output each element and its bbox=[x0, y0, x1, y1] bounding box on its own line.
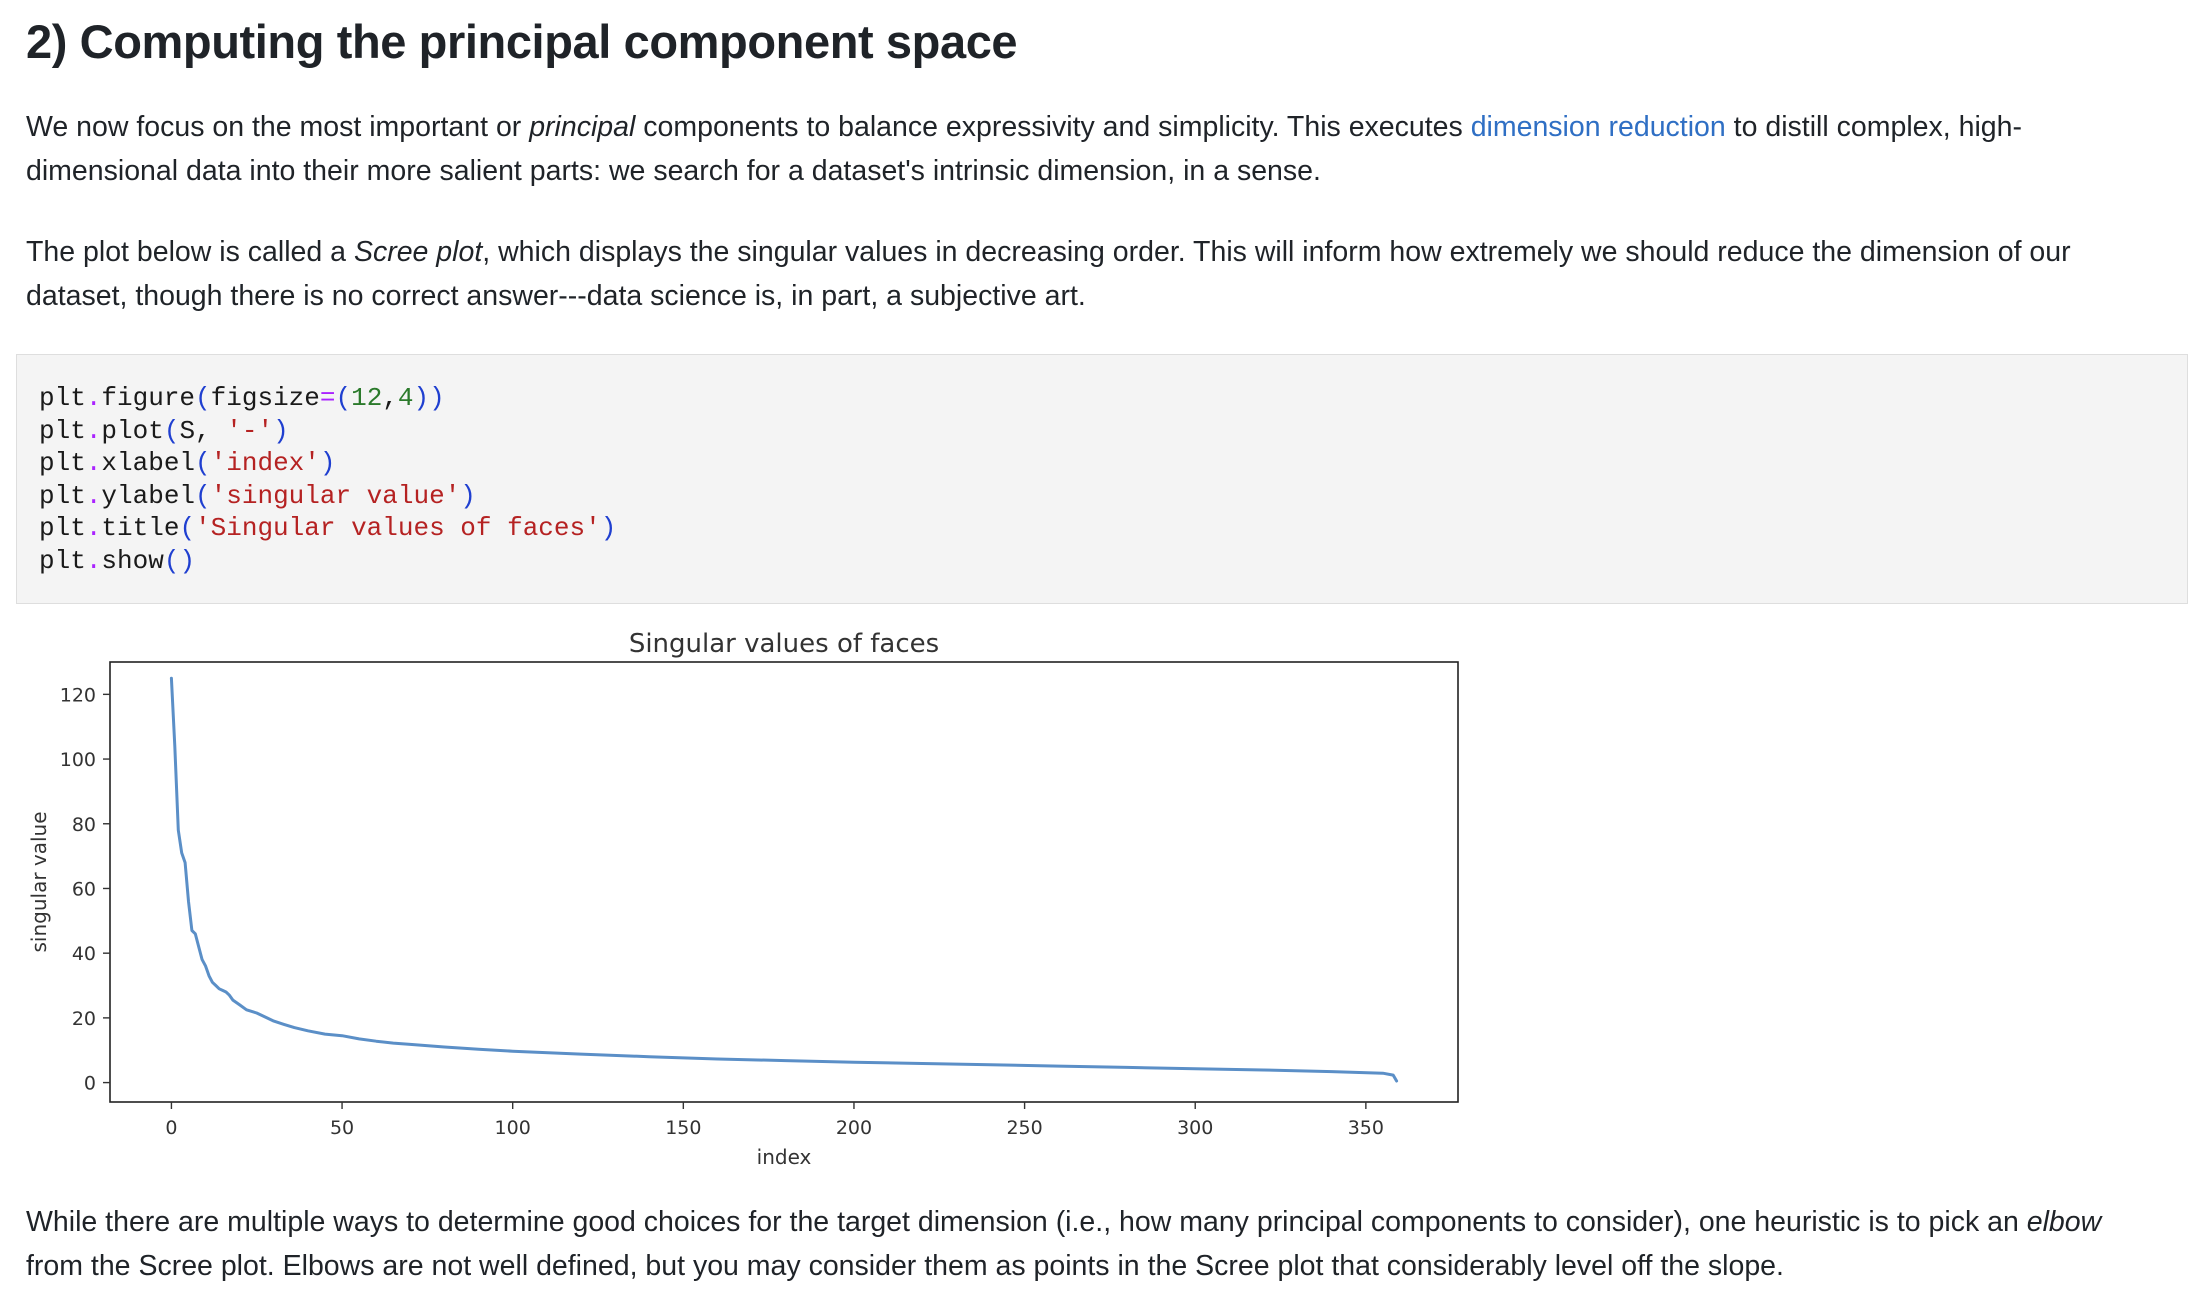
code-token: show bbox=[101, 545, 164, 576]
code-token: , bbox=[382, 383, 398, 413]
y-axis-label: singular value bbox=[27, 811, 51, 952]
dimension-reduction-link[interactable]: dimension reduction bbox=[1470, 111, 1726, 143]
text-run: While there are multiple ways to determi… bbox=[26, 1206, 2027, 1238]
emphasis-scree-plot: Scree plot bbox=[353, 236, 483, 268]
y-tick-label: 60 bbox=[72, 878, 96, 900]
code-token: 'singular value' bbox=[210, 480, 461, 511]
x-tick-label: 150 bbox=[665, 1117, 701, 1139]
code-token: figure bbox=[101, 383, 196, 413]
text-run: We now focus on the most important or bbox=[26, 111, 530, 143]
code-token: . bbox=[85, 383, 102, 413]
code-token: ( bbox=[163, 415, 180, 446]
plot-area bbox=[109, 661, 1459, 1103]
code-line: plt.xlabel('index') bbox=[39, 447, 2187, 480]
code-token: title bbox=[101, 513, 180, 544]
code-token: xlabel bbox=[101, 448, 196, 479]
code-token: ) bbox=[319, 448, 336, 479]
code-line: plt.title('Singular values of faces') bbox=[39, 512, 2187, 545]
code-token: . bbox=[85, 415, 102, 446]
code-token: '-' bbox=[226, 415, 274, 446]
code-token: plt bbox=[39, 545, 86, 576]
code-line: plt.plot(S, '-') bbox=[39, 415, 2187, 448]
scree-plot-figure: Singular values of faces 0 50 100 150 200 250 3… bbox=[26, 615, 1506, 1175]
text-run: , which displays the singular values in … bbox=[26, 236, 2071, 312]
y-tick-label: 80 bbox=[72, 814, 96, 836]
series-line-singular-values bbox=[169, 676, 1399, 1083]
text-run: to distill complex, high-dimensional dat… bbox=[26, 111, 2022, 187]
code-token: . bbox=[85, 513, 102, 544]
code-token: )) bbox=[413, 383, 445, 413]
code-token: figsize bbox=[210, 383, 320, 413]
code-line: plt.ylabel('singular value') bbox=[39, 480, 2187, 513]
emphasis-principal: principal bbox=[529, 111, 636, 143]
y-tick-label: 100 bbox=[60, 749, 96, 771]
code-token: ( bbox=[195, 480, 211, 511]
code-token: . bbox=[85, 448, 102, 479]
emphasis-elbow: elbow bbox=[2026, 1206, 2102, 1238]
text-run: from the Scree plot. Elbows are not well… bbox=[26, 1250, 1784, 1282]
x-axis-label: index bbox=[757, 1145, 812, 1169]
x-tick-label: 100 bbox=[495, 1117, 531, 1139]
code-token: 4 bbox=[397, 383, 414, 413]
code-token: . bbox=[85, 480, 102, 511]
code-token: ylabel bbox=[101, 480, 196, 511]
y-tick-label: 20 bbox=[72, 1008, 96, 1030]
code-token: plt bbox=[39, 415, 86, 446]
chart-title: Singular values of faces bbox=[629, 629, 939, 659]
x-tick-label: 250 bbox=[1006, 1117, 1042, 1139]
text-run: components to balance expressivity and s… bbox=[635, 111, 1471, 143]
y-tick-label: 40 bbox=[72, 943, 96, 965]
code-token: () bbox=[163, 545, 196, 576]
code-token: plt bbox=[39, 480, 86, 511]
paragraph-intro: We now focus on the most important or pr… bbox=[26, 105, 2166, 193]
x-tick-label: 300 bbox=[1177, 1117, 1213, 1139]
code-token: ( bbox=[179, 513, 196, 544]
code-token: ( bbox=[335, 383, 352, 413]
x-tick-label: 350 bbox=[1348, 1117, 1384, 1139]
paragraph-scree: The plot below is called a Scree plot, w… bbox=[26, 230, 2166, 318]
x-tick-label: 0 bbox=[165, 1117, 177, 1139]
code-token: 'Singular values of faces' bbox=[195, 513, 601, 544]
code-cell[interactable]: plt.figure(figsize=(12,4)) plt.plot(S, '-… bbox=[16, 354, 2188, 604]
code-line: plt.figure(figsize=(12,4)) bbox=[39, 382, 2187, 415]
code-token: = bbox=[319, 383, 336, 413]
code-token: ) bbox=[460, 480, 476, 511]
paragraph-elbow: While there are multiple ways to determi… bbox=[26, 1200, 2166, 1288]
code-token: . bbox=[85, 545, 102, 576]
code-line: plt.show() bbox=[39, 545, 2187, 578]
code-token: plt bbox=[39, 448, 86, 479]
x-tick-label: 50 bbox=[330, 1117, 354, 1139]
code-token: 12 bbox=[351, 383, 383, 413]
code-token: S, bbox=[179, 415, 227, 446]
code-token: 'index' bbox=[210, 448, 320, 479]
code-token: ( bbox=[195, 448, 211, 479]
text-run: The plot below is called a bbox=[26, 236, 354, 268]
code-token: ) bbox=[273, 415, 289, 446]
code-token: plot bbox=[101, 415, 164, 446]
y-tick-label: 0 bbox=[84, 1073, 96, 1095]
y-tick-label: 120 bbox=[60, 684, 96, 706]
code-token: plt bbox=[39, 383, 86, 413]
code-token: ) bbox=[600, 513, 617, 544]
code-token: ( bbox=[195, 383, 211, 413]
x-tick-label: 200 bbox=[836, 1117, 872, 1139]
code-token: plt bbox=[39, 513, 86, 544]
section-heading: 2) Computing the principal component spa… bbox=[26, 15, 1018, 68]
